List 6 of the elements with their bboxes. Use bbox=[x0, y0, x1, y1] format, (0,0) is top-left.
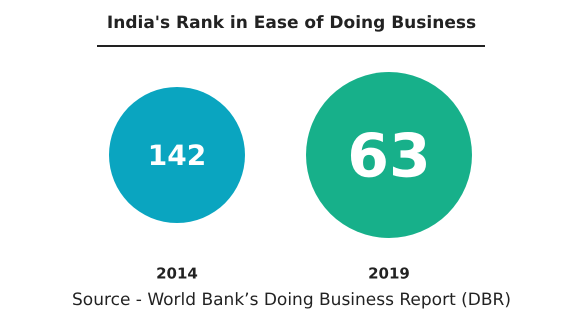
category-label: 2014 bbox=[156, 264, 198, 283]
data-label: 63 bbox=[347, 122, 431, 192]
source-note: Source - World Bank’s Doing Business Report (DBR) bbox=[71, 290, 512, 310]
text: India's Rank in Ease of Doing Business bbox=[106, 12, 478, 35]
category-label: 2019 bbox=[368, 264, 410, 283]
data-label: 142 bbox=[148, 139, 206, 172]
